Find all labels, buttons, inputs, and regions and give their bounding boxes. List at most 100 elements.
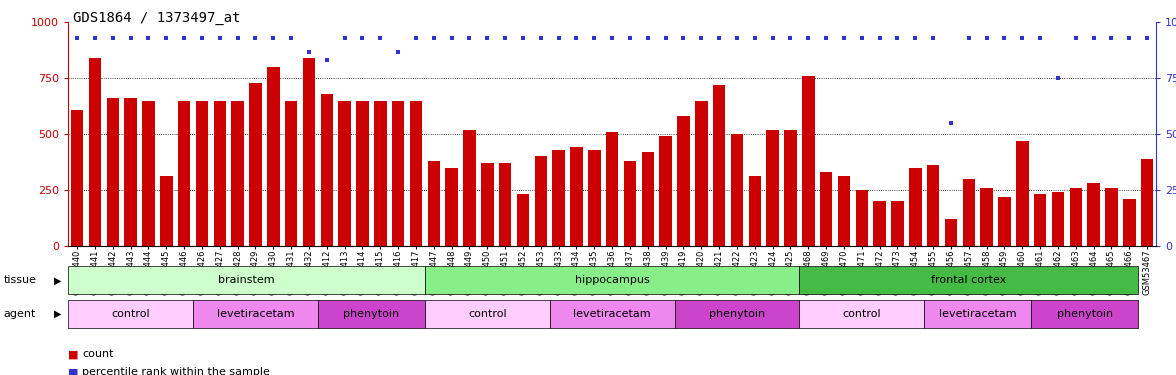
Point xyxy=(906,35,924,41)
Bar xyxy=(675,300,800,328)
Point xyxy=(602,35,621,41)
Bar xyxy=(214,100,226,246)
Point xyxy=(193,35,212,41)
Text: levetiracetam: levetiracetam xyxy=(216,309,294,319)
Point xyxy=(639,35,657,41)
Point xyxy=(1084,35,1103,41)
Bar xyxy=(516,194,529,246)
Bar xyxy=(409,100,422,246)
Point xyxy=(68,35,87,41)
Bar xyxy=(71,110,83,246)
Point xyxy=(1049,75,1068,81)
Bar xyxy=(874,201,886,246)
Bar xyxy=(549,300,675,328)
Point xyxy=(282,35,301,41)
Bar xyxy=(891,201,903,246)
Bar xyxy=(570,147,582,246)
Bar xyxy=(1141,159,1154,246)
Bar xyxy=(125,98,136,246)
Bar xyxy=(553,150,564,246)
Point xyxy=(532,35,550,41)
Bar xyxy=(623,161,636,246)
Point xyxy=(799,35,817,41)
Point xyxy=(211,35,229,41)
Bar xyxy=(428,161,440,246)
Point xyxy=(389,48,408,54)
Bar xyxy=(463,130,475,246)
Bar xyxy=(285,100,298,246)
Point xyxy=(318,57,336,63)
Point xyxy=(656,35,675,41)
Text: phenytoin: phenytoin xyxy=(343,309,400,319)
Text: phenytoin: phenytoin xyxy=(709,309,766,319)
Point xyxy=(514,35,533,41)
Text: frontal cortex: frontal cortex xyxy=(931,275,1007,285)
Bar xyxy=(998,196,1010,246)
Bar xyxy=(321,94,333,246)
Bar xyxy=(499,163,512,246)
Point xyxy=(175,35,194,41)
Bar xyxy=(1034,194,1047,246)
Text: brainstem: brainstem xyxy=(219,275,275,285)
Point xyxy=(425,35,443,41)
Point xyxy=(870,35,889,41)
Bar xyxy=(944,219,957,246)
Point xyxy=(995,35,1014,41)
Bar xyxy=(160,177,173,246)
Point xyxy=(816,35,835,41)
Bar xyxy=(713,85,726,246)
Bar xyxy=(855,190,868,246)
Text: count: count xyxy=(82,350,114,359)
Bar xyxy=(1105,188,1117,246)
Bar xyxy=(1016,141,1029,246)
Bar xyxy=(302,58,315,246)
Bar xyxy=(425,266,800,294)
Bar xyxy=(800,266,1138,294)
Bar xyxy=(232,100,243,246)
Point xyxy=(728,35,747,41)
Bar xyxy=(784,130,796,246)
Bar xyxy=(642,152,654,246)
Bar xyxy=(178,100,191,246)
Text: control: control xyxy=(842,309,881,319)
Text: tissue: tissue xyxy=(4,275,36,285)
Bar xyxy=(962,179,975,246)
Bar xyxy=(802,76,815,246)
Text: phenytoin: phenytoin xyxy=(1056,309,1112,319)
Bar xyxy=(677,116,689,246)
Point xyxy=(835,35,854,41)
Bar xyxy=(481,163,494,246)
Bar xyxy=(1031,300,1138,328)
Point xyxy=(139,35,158,41)
Bar xyxy=(425,300,549,328)
Point xyxy=(228,35,247,41)
Point xyxy=(103,35,122,41)
Text: hippocampus: hippocampus xyxy=(575,275,649,285)
Point xyxy=(709,35,728,41)
Point xyxy=(442,35,461,41)
Bar xyxy=(1123,199,1136,246)
Bar xyxy=(107,98,119,246)
Bar xyxy=(749,177,761,246)
Point xyxy=(1137,35,1156,41)
Point xyxy=(300,48,319,54)
Text: control: control xyxy=(112,309,149,319)
Bar xyxy=(68,300,193,328)
Bar xyxy=(68,266,425,294)
Bar xyxy=(142,100,155,246)
Point xyxy=(370,35,389,41)
Bar xyxy=(356,100,369,246)
Point xyxy=(621,35,640,41)
Bar xyxy=(374,100,387,246)
Point xyxy=(263,35,282,41)
Text: levetiracetam: levetiracetam xyxy=(938,309,1016,319)
Point xyxy=(584,35,603,41)
Bar xyxy=(1088,183,1100,246)
Bar xyxy=(193,300,318,328)
Bar xyxy=(588,150,601,246)
Point xyxy=(888,35,907,41)
Point xyxy=(942,120,961,126)
Bar xyxy=(339,100,350,246)
Point xyxy=(567,35,586,41)
Bar xyxy=(1069,188,1082,246)
